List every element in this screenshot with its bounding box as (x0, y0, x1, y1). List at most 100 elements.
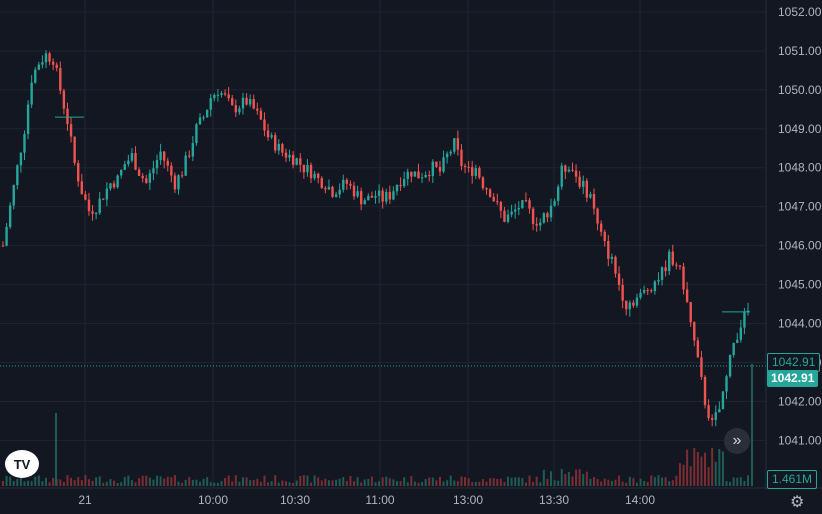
volume-bar (44, 477, 47, 486)
volume-bar (70, 477, 73, 486)
volume-bar (560, 468, 563, 486)
candle-body (743, 312, 746, 328)
volume-bar (127, 475, 130, 486)
candle-body (417, 171, 420, 179)
candle-body (302, 164, 306, 173)
candle-body (582, 180, 585, 187)
volume-bar (542, 469, 545, 486)
candle-body (334, 194, 338, 197)
volume-bar (456, 481, 459, 486)
volume-bar (91, 480, 94, 486)
candle-body (599, 223, 603, 232)
volume-bar (113, 480, 116, 486)
candle-body (23, 133, 26, 153)
candle-body (170, 165, 173, 176)
volume-bar (206, 477, 209, 486)
candle-body (34, 69, 37, 83)
candle-body (291, 154, 295, 165)
candle-body (216, 94, 220, 96)
candle-body (119, 169, 123, 176)
volume-bar (370, 476, 373, 486)
volume-bar (166, 476, 169, 486)
candle-body (492, 196, 495, 202)
candle-body (98, 198, 101, 214)
candle-body (592, 194, 596, 209)
candle-body (542, 213, 546, 223)
y-tick-label: 1051.00 (778, 44, 822, 58)
candle-body (145, 178, 148, 183)
volume-bar (467, 478, 470, 486)
volume-bar (327, 480, 330, 486)
volume-bar (23, 481, 26, 486)
y-tick-label: 1042.00 (778, 394, 822, 408)
candle-body (309, 164, 313, 179)
candle-body (220, 93, 223, 95)
volume-bar (263, 475, 266, 486)
volume-bar (267, 482, 270, 486)
candle-body (385, 191, 388, 202)
candle-body (535, 223, 538, 226)
candle-body (460, 149, 463, 166)
volume-bar (145, 475, 148, 486)
candle-body (223, 93, 227, 95)
volume-bar (707, 467, 710, 486)
volume-bar (582, 473, 585, 486)
candle-body (5, 226, 8, 246)
settings-button[interactable]: ⚙ (790, 492, 804, 512)
candle-body (513, 209, 517, 212)
volume-bar (156, 475, 159, 486)
candle-body (59, 68, 62, 91)
time-axis[interactable]: 21 10:00 10:30 11:00 13:00 13:30 14:00 (78, 493, 655, 507)
candle-body (152, 168, 155, 174)
candles[interactable] (1, 50, 750, 427)
volume-bar (102, 482, 105, 486)
volume-bar (453, 480, 456, 486)
volume-bar (73, 480, 76, 486)
candle-body (112, 183, 116, 188)
y-tick-label: 1045.00 (778, 278, 822, 292)
candle-body (660, 267, 664, 280)
volume-bar (435, 480, 438, 486)
volume-bar (184, 479, 187, 486)
candle-body (137, 169, 141, 176)
volume-label: 1.461M (767, 470, 818, 489)
volume-bar (277, 482, 280, 486)
candle-body (399, 184, 402, 187)
volume-bar (59, 479, 62, 486)
y-tick-label: 1047.00 (778, 200, 822, 214)
candle-body (62, 90, 66, 109)
volume-bar (349, 476, 352, 486)
volume-bar (177, 481, 180, 486)
candle-body (424, 174, 427, 178)
candle-body (503, 210, 506, 222)
candle-body (281, 143, 284, 153)
volume-bar (12, 481, 15, 486)
candle-body (84, 194, 87, 200)
volume-bar (381, 477, 384, 486)
candle-body (44, 53, 48, 63)
candle-body (496, 201, 499, 203)
candle-body (288, 154, 291, 158)
candle-body (456, 138, 460, 150)
volume-bar (116, 482, 119, 486)
volume-bar (546, 478, 549, 486)
candle-body (646, 289, 649, 291)
volume-bar (442, 481, 445, 486)
candle-body (245, 97, 248, 105)
volume-bar (693, 448, 696, 486)
candle-body (539, 222, 542, 226)
candle-body (664, 267, 667, 272)
candle-body (564, 165, 567, 172)
tradingview-logo[interactable]: TV (5, 450, 39, 478)
volume-bar (288, 482, 291, 486)
volume-bar (363, 479, 366, 486)
candle-body (478, 168, 481, 178)
volume-bar (252, 479, 255, 486)
scroll-to-realtime-button[interactable]: » (724, 428, 750, 454)
candle-body (685, 289, 689, 303)
volume-bar (449, 475, 452, 486)
volume-bar (729, 481, 732, 486)
candle-body (420, 177, 424, 179)
candle-body (453, 138, 456, 152)
